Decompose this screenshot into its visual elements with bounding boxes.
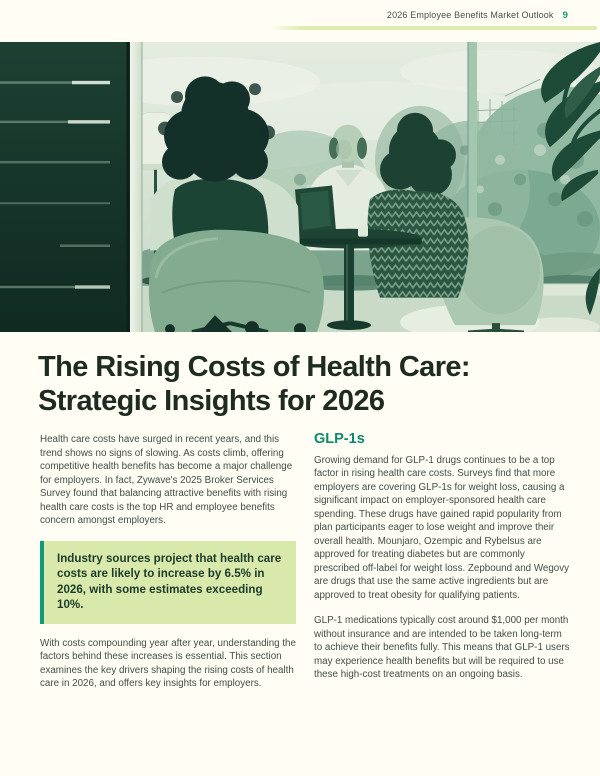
body-columns: Health care costs have surged in recent …: [40, 431, 570, 703]
left-paragraph-2: With costs compounding year after year, …: [40, 637, 296, 690]
page-header: 2026 Employee Benefits Market Outlook 9: [387, 10, 568, 21]
header-title: 2026 Employee Benefits Market Outlook: [386, 10, 554, 20]
office-meeting-illustration: [0, 42, 600, 332]
page-number: 9: [562, 10, 568, 21]
hero-photo: [0, 42, 600, 332]
stat-callout: Industry sources project that health car…: [40, 540, 296, 624]
right-column: GLP-1s Growing demand for GLP-1 drugs co…: [314, 431, 570, 703]
left-paragraph-1: Health care costs have surged in recent …: [40, 434, 293, 526]
page-title-line2: Strategic Insights for 2026: [38, 385, 385, 417]
page-title: The Rising Costs of Health Care: Strateg…: [38, 350, 583, 418]
section-heading-glp1s: GLP-1s: [314, 431, 365, 447]
right-paragraph-1: Growing demand for GLP-1 drugs continues…: [314, 454, 570, 601]
header-rule: [270, 26, 597, 30]
right-paragraph-2: GLP-1 medications typically cost around …: [314, 615, 570, 680]
page-title-line1: The Rising Costs of Health Care:: [38, 351, 471, 383]
left-column: Health care costs have surged in recent …: [40, 433, 296, 703]
